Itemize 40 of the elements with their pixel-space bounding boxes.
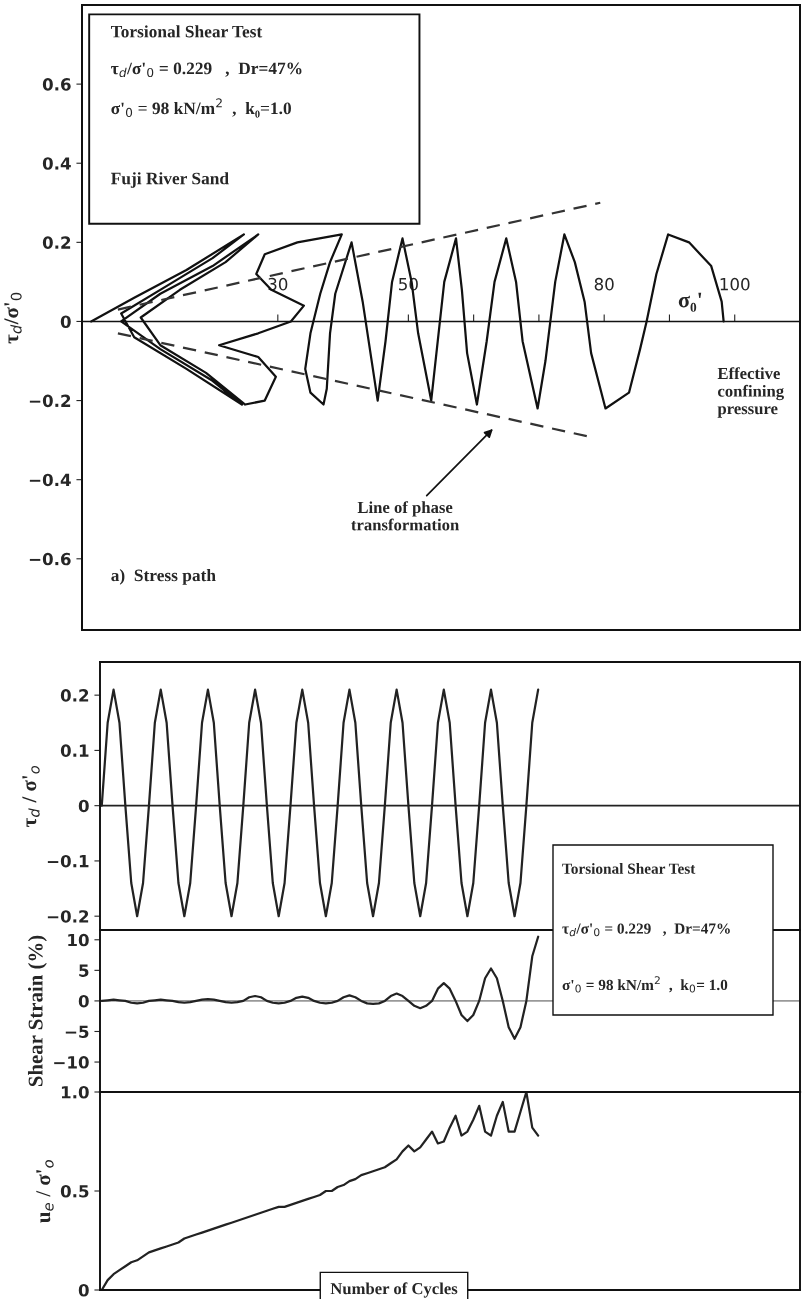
annotation: Line of phase transformation: [351, 501, 460, 531]
y-tick-label: 0: [60, 315, 71, 329]
y-axis-title: u$_{e}$ / σ'$_{o}$: [36, 1160, 54, 1223]
y-tick-label: 0.2: [42, 236, 71, 249]
text: σ'$_{0}$ = 98 kN/m$^{2}$ , k$_{0}$= 1.0: [562, 976, 728, 993]
y-tick-label: 0: [78, 994, 89, 1008]
text: τ$_{d}$/σ'$_{0}$ = 0.229 , Dr=47%: [562, 923, 730, 937]
x-tick-label: 30: [268, 277, 288, 291]
x-axis-title: Effective confining pressure: [717, 367, 784, 418]
y-tick-label: −5: [65, 1025, 89, 1039]
annotation: Fuji River Sand: [111, 172, 229, 188]
text: Torsional Shear Test: [562, 863, 696, 874]
x-axis-title: Number of Cycles: [330, 1282, 458, 1298]
y-tick-label: −0.2: [47, 910, 89, 923]
y-tick-label: 1.0: [61, 1085, 89, 1099]
y-tick-label: 0: [78, 799, 89, 813]
y-tick-label: −0.2: [29, 394, 71, 408]
y-tick-label: 5: [79, 964, 89, 977]
y-axis-title: τ$_{d}$/σ'$_{0}$: [4, 292, 22, 344]
annotation: σ₀': [678, 292, 702, 312]
y-axis-title: τ$_{d}$ / σ'$_{o}$: [22, 765, 40, 827]
line-series: [100, 935, 540, 1040]
x-tick-label: 100: [720, 277, 750, 291]
y-tick-label: −0.4: [29, 473, 71, 487]
annotation: a) Stress path: [111, 569, 216, 585]
y-tick-label: −0.6: [29, 552, 71, 566]
annotation: Torsional Shear Test: [110, 25, 263, 38]
y-tick-label: −10: [54, 1056, 89, 1069]
y-tick-label: 0.2: [60, 689, 89, 702]
y-tick-label: 0: [78, 1283, 89, 1297]
annotation: τ$_{d}$/σ'$_{0}$ = 0.229 , Dr=47%: [111, 62, 302, 78]
y-tick-label: 0.1: [60, 744, 89, 757]
y-tick-label: −0.1: [47, 854, 89, 868]
x-tick-label: 80: [594, 277, 614, 291]
y-tick-label: 0.4: [42, 157, 71, 170]
annotation: σ'$_{0}$ = 98 kN/m$^{2}$ , k₀=1.0: [111, 98, 291, 118]
y-axis-title: Shear Strain (%): [27, 935, 47, 1087]
y-tick-label: 0.5: [60, 1184, 89, 1198]
y-tick-label: 10: [68, 933, 89, 947]
y-tick-label: 0.6: [42, 78, 71, 91]
